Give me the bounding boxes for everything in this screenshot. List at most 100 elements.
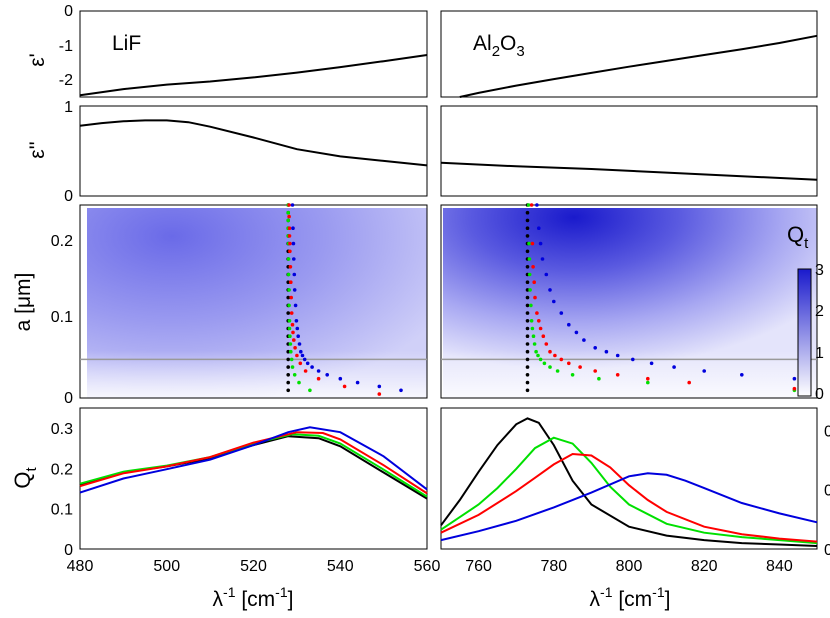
material-label-al2o3: Al2O3 xyxy=(473,32,525,60)
xtick-6-1: 500 xyxy=(153,558,180,575)
ytick-6-2: 0.1 xyxy=(51,502,73,519)
panel-eps-real-al2o3: Al2O3 xyxy=(440,10,818,98)
dot-blue-8 xyxy=(593,346,597,350)
dot-red-15 xyxy=(288,241,292,246)
ytick-eps-imag-1: 0 xyxy=(64,188,73,205)
dot-green-9 xyxy=(534,349,538,354)
dot-red-8 xyxy=(553,353,557,358)
dot-red-18 xyxy=(530,241,535,246)
dot-red-9 xyxy=(290,322,295,327)
dot-red-17 xyxy=(531,265,535,269)
dot-red-15 xyxy=(533,295,537,300)
dot-blue-16 xyxy=(292,288,297,292)
dot-red-10 xyxy=(544,342,549,346)
material-label-lif: LiF xyxy=(112,32,141,55)
dot-black-13 xyxy=(525,288,530,292)
dot-red-0 xyxy=(377,392,382,396)
dot-blue-0 xyxy=(399,388,403,393)
dot-black-1 xyxy=(525,380,530,385)
dot-blue-9 xyxy=(582,338,586,342)
dots-al2o3 xyxy=(525,203,797,393)
dot-green-18 xyxy=(527,241,531,246)
dot-green-4 xyxy=(289,357,294,362)
dot-blue-20 xyxy=(291,226,295,230)
dot-blue-1 xyxy=(740,373,744,377)
dot-black-6 xyxy=(525,342,530,346)
colorbar-tick-1: 2 xyxy=(815,303,824,320)
dot-green-12 xyxy=(530,326,535,331)
dot-blue-4 xyxy=(649,361,654,366)
dot-black-4 xyxy=(525,357,530,362)
dot-red-7 xyxy=(559,357,564,362)
dot-green-8 xyxy=(536,353,540,358)
dot-green-17 xyxy=(527,257,532,261)
panel-qt-lif: Qt 0.3 0.2 0.1 0 480 500 520 540 560 λ-1 [cm-1] xyxy=(10,407,441,611)
dot-blue-0 xyxy=(792,376,797,381)
dot-blue-3 xyxy=(338,376,343,381)
dot-red-14 xyxy=(535,311,539,315)
dot-green-15 xyxy=(528,288,532,292)
dot-black-10 xyxy=(525,311,530,315)
dot-blue-17 xyxy=(538,241,543,246)
dot-red-2 xyxy=(316,376,321,381)
dot-blue-15 xyxy=(293,303,298,308)
dot-green-3 xyxy=(290,365,295,369)
xtick-6-0: 480 xyxy=(67,558,94,575)
dot-red-4 xyxy=(298,361,303,366)
dot-black-22 xyxy=(525,218,530,223)
dot-black-2 xyxy=(525,373,530,377)
dot-blue-14 xyxy=(548,288,552,292)
dot-black-18 xyxy=(525,249,530,254)
xlabel-al2o3: λ-1 [cm-1] xyxy=(590,584,671,611)
dot-blue-15 xyxy=(544,272,549,277)
ytick-6-3: 0 xyxy=(64,542,73,559)
colorbar-tick-2: 1 xyxy=(815,345,824,362)
dot-blue-11 xyxy=(567,322,571,327)
dot-black-3 xyxy=(286,365,291,369)
dot-blue-5 xyxy=(631,357,635,362)
dot-red-1 xyxy=(687,380,691,385)
dot-blue-12 xyxy=(559,311,564,315)
dot-black-12 xyxy=(525,295,530,300)
dot-green-17 xyxy=(286,218,291,223)
dot-green-5 xyxy=(548,365,552,369)
dot-red-6 xyxy=(567,361,571,366)
dot-green-1 xyxy=(297,380,301,385)
qt-line-blue xyxy=(440,472,818,542)
xtick-7-4: 840 xyxy=(766,558,793,575)
dot-green-13 xyxy=(529,319,534,323)
panel-map-lif: a [μm] 0.2 0.1 0 xyxy=(12,203,428,407)
dot-green-9 xyxy=(287,319,292,323)
xtick-6-4: 560 xyxy=(414,558,441,575)
dot-green-2 xyxy=(597,376,601,381)
dot-green-12 xyxy=(286,272,291,277)
dot-red-2 xyxy=(646,376,650,381)
dot-blue-6 xyxy=(615,353,620,358)
dot-red-6 xyxy=(293,346,297,350)
qt-line-black xyxy=(440,417,818,547)
dot-black-21 xyxy=(525,226,530,230)
xtick-6-2: 520 xyxy=(240,558,267,575)
panel-eps-real-lif: LiF ε' 0 -1 -2 xyxy=(26,3,428,98)
dot-blue-10 xyxy=(299,349,303,354)
panel-map-al2o3 xyxy=(440,203,818,399)
dot-black-12 xyxy=(286,295,291,300)
dot-black-16 xyxy=(525,265,530,269)
qt-line-red xyxy=(440,452,818,543)
ylabel-eps-imag: ε'' xyxy=(26,141,49,158)
dot-blue-2 xyxy=(702,369,706,373)
dot-blue-12 xyxy=(296,334,301,339)
dot-green-13 xyxy=(286,257,291,261)
dot-blue-10 xyxy=(574,330,579,335)
dot-blue-13 xyxy=(552,299,556,304)
dot-black-3 xyxy=(525,365,530,369)
dot-red-19 xyxy=(287,203,291,207)
dot-green-10 xyxy=(287,303,291,308)
dot-red-19 xyxy=(529,203,534,207)
dot-red-16 xyxy=(532,280,536,285)
colorbar: Qt 3 2 1 0 xyxy=(787,222,824,403)
dot-black-9 xyxy=(525,319,530,323)
dot-green-11 xyxy=(287,288,291,292)
dot-blue-7 xyxy=(604,349,609,354)
